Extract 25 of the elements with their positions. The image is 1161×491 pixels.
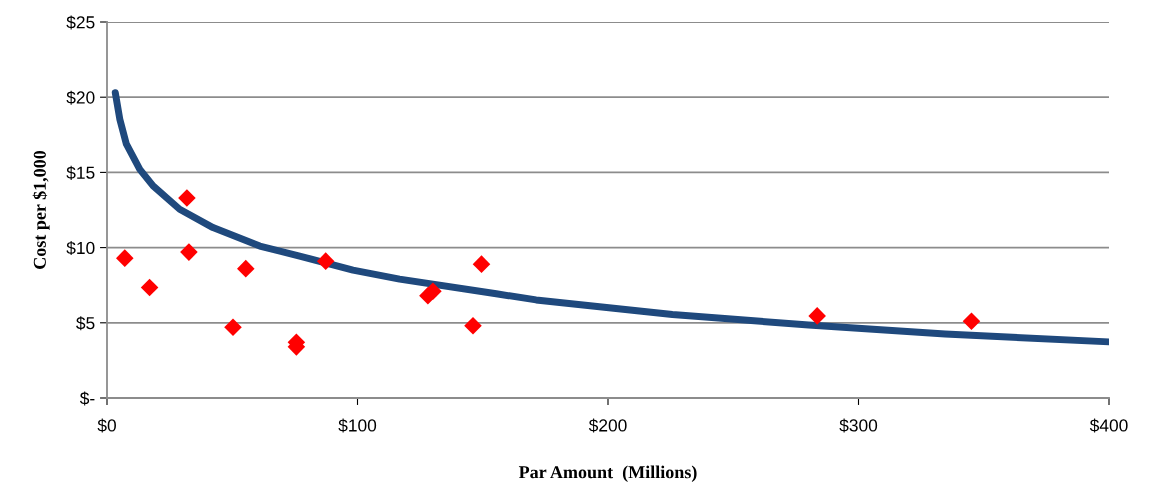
y-tick-label: $15 xyxy=(66,165,95,180)
y-tick-label: $- xyxy=(79,391,95,406)
point xyxy=(808,307,826,325)
y-tick-label: $10 xyxy=(66,241,95,256)
point xyxy=(464,317,482,335)
x-axis-title: Par Amount (Millions) xyxy=(518,465,697,482)
x-tick-label: $400 xyxy=(1089,418,1128,433)
point xyxy=(178,189,196,207)
y-axis-title: Cost per $1,000 xyxy=(32,150,50,269)
point xyxy=(472,255,491,273)
point xyxy=(180,243,198,261)
y-tick-label: $5 xyxy=(76,316,95,331)
y-tick-label: $25 xyxy=(66,15,95,30)
point xyxy=(424,282,442,300)
point xyxy=(316,252,335,270)
point xyxy=(224,318,242,337)
point xyxy=(140,278,159,297)
point xyxy=(236,259,255,278)
x-tick-label: $0 xyxy=(97,418,116,433)
x-tick-label: $100 xyxy=(338,418,377,433)
point xyxy=(116,249,134,267)
x-tick-label: $300 xyxy=(839,418,878,433)
y-tick-label: $20 xyxy=(66,90,95,105)
x-tick-label: $200 xyxy=(588,418,627,433)
point xyxy=(962,312,981,331)
